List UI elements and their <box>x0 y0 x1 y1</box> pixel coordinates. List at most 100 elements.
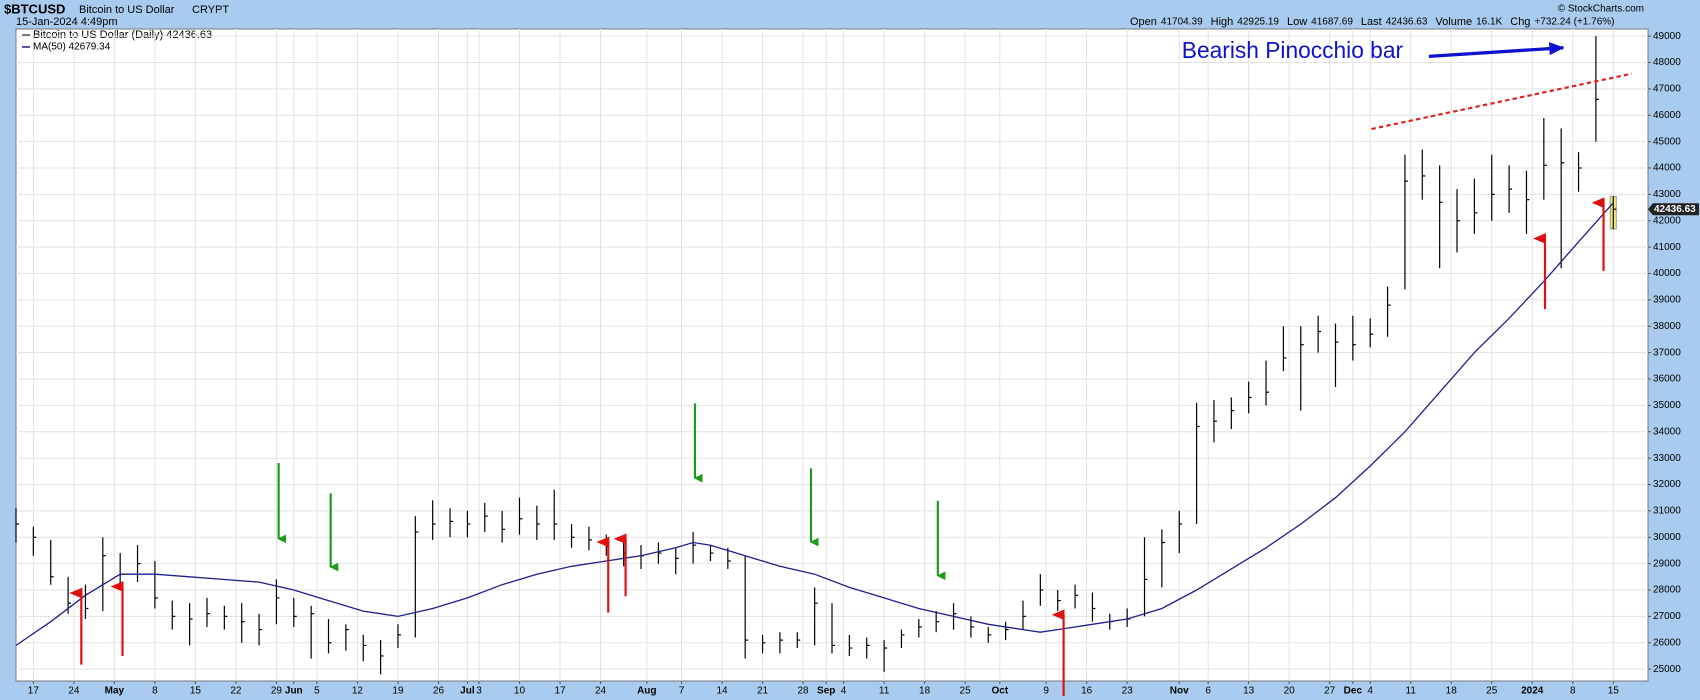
quote-value: 42925.19 <box>1237 17 1279 28</box>
y-tick-label: 40000 <box>1653 268 1681 279</box>
x-tick-label: 2024 <box>1521 686 1544 697</box>
quote-value: 42436.63 <box>1386 17 1428 28</box>
legend-price: Bitcoin to US Dollar (Daily) 42436.63 <box>33 29 212 41</box>
y-tick-label: 38000 <box>1653 321 1681 332</box>
y-tick-label: 34000 <box>1653 426 1681 437</box>
exchange: CRYPT <box>192 4 229 16</box>
resistance-line <box>1371 72 1632 131</box>
x-tick-label: 20 <box>1284 686 1296 697</box>
x-tick-label: Jun <box>285 686 303 697</box>
y-tick-label: 37000 <box>1653 347 1681 358</box>
annotations: Bearish Pinocchio bar <box>69 37 1632 697</box>
x-tick-label: 8 <box>1570 686 1576 697</box>
x-tick-label: 18 <box>1446 686 1458 697</box>
quote-value: 41687.69 <box>1311 17 1353 28</box>
y-tick-label: 35000 <box>1653 400 1681 411</box>
y-tick-label: 32000 <box>1653 479 1681 490</box>
x-tick-label: Aug <box>637 686 656 697</box>
quote-label: Volume <box>1435 16 1472 28</box>
x-tick-label: 5 <box>314 686 320 697</box>
x-tick-label: 17 <box>554 686 566 697</box>
y-tick-label: 44000 <box>1653 163 1681 174</box>
x-tick-label: 25 <box>1486 686 1498 697</box>
y-tick-label: 31000 <box>1653 506 1681 517</box>
y-tick-label: 25000 <box>1653 664 1681 675</box>
quote-bar: Open 41704.39 High 42925.19 Low 41687.69 Last 4… <box>1130 16 1615 28</box>
x-tick-label: 24 <box>68 686 80 697</box>
x-tick-label: 10 <box>514 686 526 697</box>
down-arrows <box>277 403 946 581</box>
moving-average <box>15 202 1614 646</box>
x-tick-label: 13 <box>1243 686 1255 697</box>
quote-label: Last <box>1361 16 1382 28</box>
symbol: $BTCUSD <box>4 1 65 16</box>
x-tick-label: 22 <box>230 686 242 697</box>
y-tick-label: 45000 <box>1653 136 1681 147</box>
x-tick-label: 15 <box>190 686 202 697</box>
annotation-arrow <box>1428 42 1565 59</box>
y-tick-label: 46000 <box>1653 110 1681 121</box>
quote-label: Chg <box>1510 16 1530 28</box>
x-tick-label: 8 <box>152 686 158 697</box>
quote-value: 16.1K <box>1476 17 1502 28</box>
x-tick-label: 24 <box>595 686 607 697</box>
x-tick-label: 15 <box>1608 686 1620 697</box>
instrument-name: Bitcoin to US Dollar <box>79 4 175 16</box>
x-tick-label: 4 <box>841 686 847 697</box>
quote-label: Open <box>1130 16 1157 28</box>
last-price-badge <box>1648 203 1699 216</box>
legend-ma: MA(50) 42679.34 <box>33 42 111 53</box>
x-tick-label: May <box>105 686 125 697</box>
copyright: © StockCharts.com <box>1558 4 1644 15</box>
y-tick-label: 30000 <box>1653 532 1681 543</box>
quote-value: +732.24 (+1.76%) <box>1534 17 1614 28</box>
x-tick-label: 21 <box>757 686 769 697</box>
y-tick-label: 27000 <box>1653 611 1681 622</box>
x-tick-label: 4 <box>1367 686 1373 697</box>
y-tick-label: 36000 <box>1653 374 1681 385</box>
plot: 25000 26000 27000 28000 29000 30000 31000 32000… <box>15 29 1699 697</box>
x-tick-label: Sep <box>817 686 835 697</box>
y-tick-label: 42000 <box>1653 215 1681 226</box>
x-tick-label: 25 <box>960 686 972 697</box>
x-tick-label: 6 <box>1205 686 1211 697</box>
y-tick-label: 26000 <box>1653 637 1681 648</box>
x-tick-label: 9 <box>1043 686 1049 697</box>
y-tick-label: 28000 <box>1653 585 1681 596</box>
last-price-label: 42436.63 <box>1654 204 1696 215</box>
up-arrows <box>69 197 1605 697</box>
x-tick-label: 17 <box>28 686 40 697</box>
x-tick-label: 7 <box>679 686 685 697</box>
x-tick-label: 28 <box>798 686 810 697</box>
x-tick-label: Jul <box>460 686 475 697</box>
quote-value: 41704.39 <box>1161 17 1203 28</box>
y-tick-label: 33000 <box>1653 453 1681 464</box>
y-tick-label: 43000 <box>1653 189 1681 200</box>
x-tick-label: Oct <box>991 686 1008 697</box>
x-tick-label: 11 <box>1406 686 1417 697</box>
y-tick-label: 47000 <box>1653 84 1681 95</box>
y-tick-label: 29000 <box>1653 558 1681 569</box>
y-tick-label: 39000 <box>1653 295 1681 306</box>
x-tick-label: 26 <box>433 686 445 697</box>
x-tick-label: Nov <box>1170 686 1189 697</box>
x-tick-label: 11 <box>879 686 890 697</box>
x-tick-label: 19 <box>392 686 404 697</box>
x-tick-label: 23 <box>1122 686 1134 697</box>
annotation: Bearish Pinocchio bar <box>1182 37 1404 63</box>
x-tick-label: 14 <box>716 686 728 697</box>
plot-area <box>15 28 1649 682</box>
quote-label: High <box>1211 16 1234 28</box>
y-tick-label: 41000 <box>1653 242 1681 253</box>
x-tick-label: 12 <box>352 686 364 697</box>
y-tick-label: 48000 <box>1653 57 1681 68</box>
timestamp: 15-Jan-2024 4:49pm <box>16 16 118 28</box>
x-tick-label: 3 <box>476 686 482 697</box>
y-tick-label: 49000 <box>1653 31 1681 42</box>
x-tick-label: 18 <box>919 686 931 697</box>
quote-label: Low <box>1287 16 1307 28</box>
x-tick-label: 16 <box>1081 686 1093 697</box>
x-tick-label: Dec <box>1344 686 1363 697</box>
